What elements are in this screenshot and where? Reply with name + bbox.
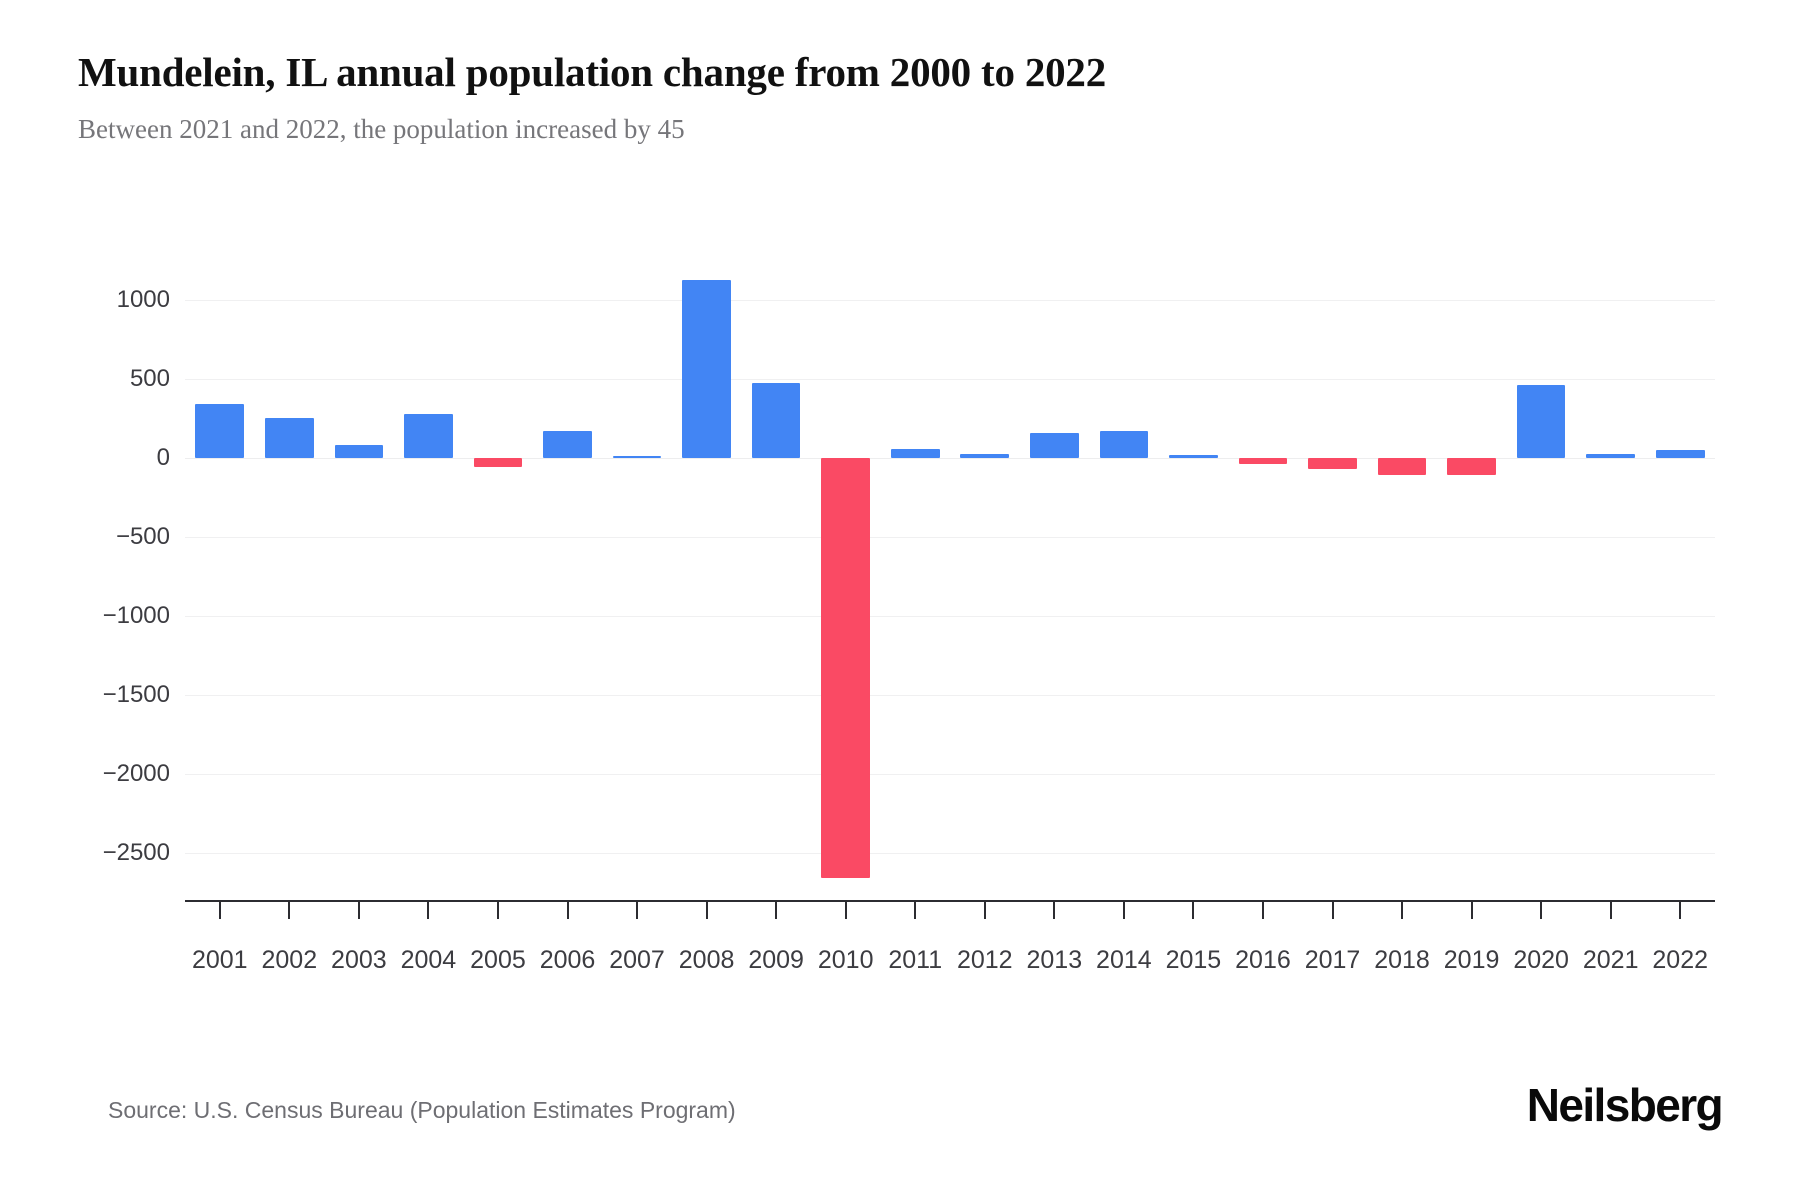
y-axis-tick-label: −1500 — [102, 680, 170, 708]
bar-2002[interactable] — [264, 417, 314, 458]
chart-subtitle: Between 2021 and 2022, the population in… — [78, 114, 685, 145]
bar-2014[interactable] — [1099, 430, 1149, 458]
x-axis-tick-label: 2001 — [191, 946, 248, 974]
x-axis-tick-label: 2011 — [888, 946, 943, 974]
gridline — [185, 378, 1715, 380]
x-axis-tick-label: 2022 — [1652, 946, 1709, 974]
x-axis-tick — [288, 900, 291, 919]
y-axis-tick-label: −1000 — [102, 601, 170, 629]
y-axis-tick-label: 0 — [156, 443, 170, 471]
bar-2008[interactable] — [682, 280, 731, 458]
x-axis-tick — [636, 900, 639, 919]
y-axis-tick-label: 500 — [129, 364, 170, 392]
x-axis-tick-label: 2008 — [678, 946, 735, 974]
x-axis-line — [185, 900, 1715, 902]
x-axis-tick-label: 2012 — [956, 946, 1013, 974]
x-axis-tick — [1679, 900, 1682, 919]
bar-2011[interactable] — [890, 449, 940, 458]
gridline — [185, 852, 1715, 854]
x-axis-tick-label: 2015 — [1165, 946, 1222, 974]
x-axis-tick — [1192, 900, 1195, 919]
bar-2001[interactable] — [195, 403, 245, 458]
x-axis-tick — [496, 900, 499, 919]
x-axis-tick — [427, 900, 430, 919]
x-axis-tick — [218, 900, 221, 919]
x-axis-tick — [775, 900, 778, 919]
x-axis-tick-label: 2002 — [261, 946, 318, 974]
bar-2004[interactable] — [404, 414, 453, 458]
x-axis-tick — [1609, 900, 1612, 919]
x-axis-tick-label: 2019 — [1443, 946, 1500, 974]
page-title: Mundelein, IL annual population change f… — [78, 49, 1107, 95]
bar-2009[interactable] — [751, 382, 801, 458]
x-axis-tick-label: 2021 — [1582, 946, 1639, 974]
y-axis-tick-label: −500 — [115, 522, 170, 550]
bar-2007[interactable] — [612, 456, 662, 459]
x-axis-tick-label: 2014 — [1096, 946, 1152, 974]
bar-2012[interactable] — [960, 454, 1010, 458]
y-axis-tick-label: −2500 — [102, 838, 170, 866]
x-axis-tick — [1261, 900, 1264, 919]
x-axis-tick-label: 2004 — [400, 946, 457, 974]
gridline — [185, 615, 1715, 617]
x-axis-tick-label: 2007 — [609, 946, 665, 974]
x-axis-tick-label: 2020 — [1513, 946, 1569, 974]
x-axis-tick-label: 2018 — [1374, 946, 1430, 974]
x-axis-tick — [1053, 900, 1056, 919]
x-axis-tick-label: 2005 — [470, 946, 526, 974]
bar-2006[interactable] — [543, 431, 592, 458]
y-axis-tick-label: −2000 — [102, 759, 170, 787]
bar-2013[interactable] — [1029, 432, 1079, 458]
x-axis-tick-label: 2006 — [539, 946, 596, 974]
x-axis-tick — [1470, 900, 1473, 919]
x-axis-tick-label: 2009 — [748, 946, 804, 974]
x-axis-tick — [983, 900, 986, 919]
x-axis-tick — [1401, 900, 1404, 919]
bar-2010[interactable] — [821, 457, 870, 878]
bar-2015[interactable] — [1169, 455, 1218, 458]
x-axis-tick — [705, 900, 708, 919]
brand-logo: Neilsberg — [1526, 1079, 1724, 1131]
x-axis-tick-label: 2013 — [1026, 946, 1083, 974]
x-axis-tick — [914, 900, 917, 919]
zero-gridline — [185, 457, 1715, 459]
chart-header: Mundelein, IL annual population change f… — [78, 48, 1718, 146]
x-axis-tick-label: 2010 — [817, 946, 874, 974]
x-axis-tick-label: 2003 — [331, 946, 387, 974]
bar-2020[interactable] — [1516, 385, 1566, 458]
gridline — [185, 299, 1715, 301]
x-axis-tick — [1540, 900, 1543, 919]
x-axis-tick — [844, 900, 847, 919]
x-axis-tick — [1122, 900, 1125, 919]
gridline — [185, 694, 1715, 696]
x-axis-tick-label: 2017 — [1304, 946, 1361, 974]
bar-2019[interactable] — [1447, 457, 1496, 475]
x-axis-tick — [1331, 900, 1334, 919]
gridline — [185, 536, 1715, 538]
bar-plot: 1000 500 0 −500 −1000 −1500 −2000 −2500 — [103, 260, 1715, 900]
y-axis-tick-label: 1000 — [116, 285, 170, 313]
bar-2003[interactable] — [334, 445, 384, 458]
bar-2018[interactable] — [1377, 457, 1427, 476]
bar-2005[interactable] — [473, 457, 523, 468]
x-axis-tick-label: 2016 — [1235, 946, 1291, 974]
x-axis-tick — [357, 900, 360, 919]
source-note: Source: U.S. Census Bureau (Population E… — [108, 1097, 736, 1123]
bar-2022[interactable] — [1655, 450, 1705, 458]
gridline — [185, 773, 1715, 775]
x-axis-tick — [566, 900, 569, 919]
bar-2017[interactable] — [1308, 457, 1357, 469]
bar-2016[interactable] — [1238, 457, 1288, 464]
bar-2021[interactable] — [1586, 453, 1635, 458]
